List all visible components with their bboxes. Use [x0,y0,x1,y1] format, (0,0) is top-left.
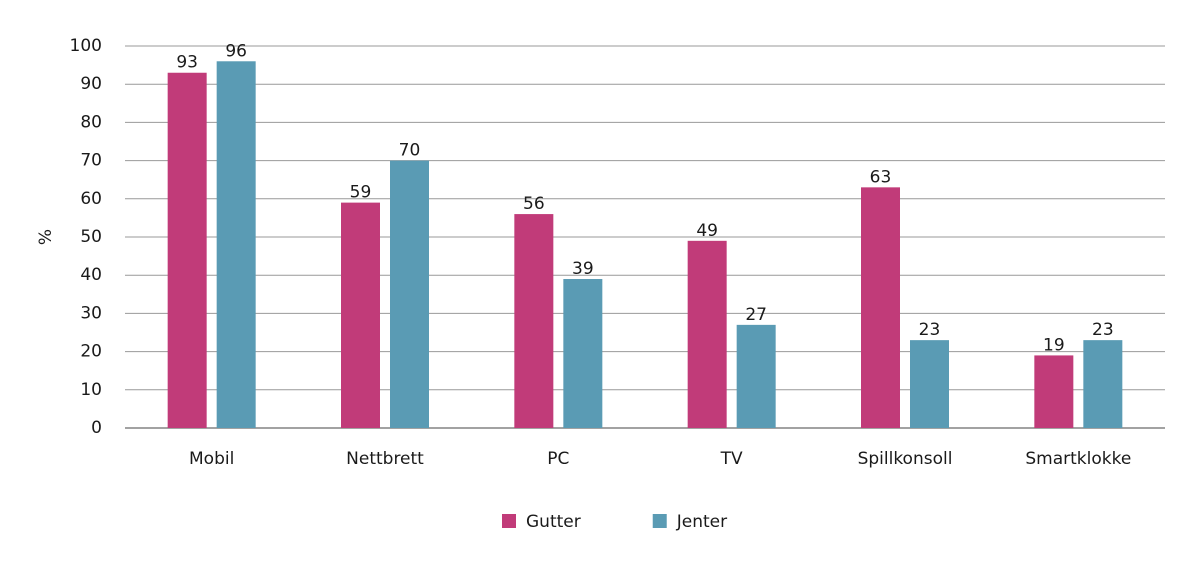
bar [1083,340,1123,428]
y-tick-label: 30 [80,303,102,323]
x-tick-label: PC [547,449,569,469]
data-label: 93 [176,53,198,73]
data-label: 59 [350,183,372,203]
bar [390,160,429,428]
data-label: 39 [572,259,594,279]
legend-label: Jenter [676,512,727,532]
y-tick-label: 40 [80,265,102,285]
y-tick-label: 60 [80,189,102,209]
bar [167,72,207,429]
data-label: 63 [870,167,892,187]
data-label: 49 [696,221,718,241]
y-tick-label: 50 [80,227,102,247]
x-tick-label: Nettbrett [346,449,424,469]
data-label: 96 [225,41,247,61]
y-tick-label: 0 [91,418,102,438]
bar [216,61,256,428]
y-tick-label: 70 [80,151,102,171]
data-label: 70 [399,141,421,161]
data-label: 56 [523,194,545,214]
legend-swatch [502,514,516,528]
legend-swatch [652,514,667,528]
x-tick-label: Smartklokke [1025,449,1131,469]
y-tick-label: 100 [70,36,102,56]
y-tick-label: 90 [80,74,102,94]
bar [1034,355,1074,428]
data-label: 23 [919,320,941,340]
bar [910,340,949,428]
bar [687,240,727,428]
bar [514,214,554,428]
bar [341,202,380,428]
bar [861,187,900,428]
y-axis-label: % [36,229,56,245]
data-label: 19 [1043,335,1065,355]
bar [736,324,776,428]
y-tick-label: 20 [80,342,102,362]
x-tick-label: Mobil [189,449,234,469]
data-label: 23 [1092,320,1114,340]
y-tick-label: 10 [80,380,102,400]
legend-label: Gutter [526,512,581,532]
data-label: 27 [745,305,767,325]
x-tick-label: TV [720,449,743,469]
x-tick-label: Spillkonsoll [858,449,953,469]
y-tick-label: 80 [80,112,102,132]
bar [563,279,603,428]
